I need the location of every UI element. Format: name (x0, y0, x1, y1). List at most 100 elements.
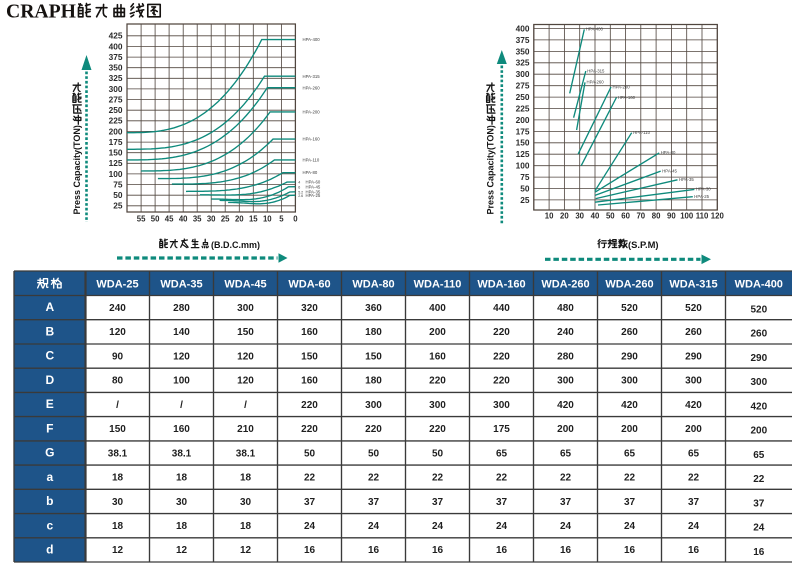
svg-text:HPA-260: HPA-260 (303, 85, 321, 90)
svg-text:400: 400 (516, 23, 530, 33)
svg-text:150: 150 (301, 351, 318, 362)
svg-text:5.2: 5.2 (298, 190, 303, 194)
svg-text:40: 40 (591, 212, 600, 221)
svg-text:100: 100 (516, 161, 530, 171)
svg-text:HPA-35: HPA-35 (306, 189, 321, 194)
svg-text:24: 24 (368, 521, 380, 532)
svg-text:18: 18 (240, 521, 252, 532)
svg-text:80: 80 (112, 376, 124, 387)
svg-text:50: 50 (368, 448, 380, 459)
svg-text:HPA-160: HPA-160 (618, 95, 636, 100)
svg-text:120: 120 (109, 327, 126, 338)
svg-text:38.1: 38.1 (236, 448, 256, 459)
svg-text:480: 480 (557, 303, 574, 314)
svg-text:375: 375 (516, 35, 530, 45)
svg-text:160: 160 (301, 376, 318, 387)
svg-text:420: 420 (621, 400, 638, 411)
svg-text:200: 200 (750, 426, 767, 437)
svg-text:16: 16 (432, 545, 444, 556)
svg-text:HPA-45: HPA-45 (306, 184, 321, 189)
svg-text:22: 22 (560, 473, 572, 484)
svg-text:360: 360 (365, 303, 382, 314)
svg-text:16: 16 (304, 545, 316, 556)
svg-text:65: 65 (753, 450, 765, 461)
svg-text:220: 220 (429, 376, 446, 387)
svg-text:220: 220 (493, 351, 510, 362)
svg-text:18: 18 (176, 473, 188, 484)
svg-text:16: 16 (368, 545, 380, 556)
svg-text:65: 65 (496, 448, 508, 459)
svg-text:40: 40 (179, 214, 188, 223)
svg-text:CRAPH: CRAPH (6, 1, 76, 23)
svg-text:HPA-25: HPA-25 (306, 193, 321, 198)
svg-text:HPA-260: HPA-260 (587, 80, 605, 85)
svg-text:150: 150 (365, 351, 382, 362)
svg-text:HPA-400: HPA-400 (303, 37, 321, 42)
svg-text:275: 275 (109, 95, 123, 105)
svg-text:520: 520 (750, 305, 767, 316)
svg-text:HPA-200: HPA-200 (613, 84, 631, 89)
svg-text:325: 325 (109, 73, 123, 83)
svg-text:125: 125 (516, 149, 530, 159)
svg-text:37: 37 (560, 497, 572, 508)
svg-text:/: / (180, 400, 183, 411)
svg-text:300: 300 (429, 400, 446, 411)
svg-text:400: 400 (429, 303, 446, 314)
svg-text:HPA-315: HPA-315 (303, 74, 321, 79)
svg-text:WDA-260: WDA-260 (605, 278, 653, 290)
svg-text:18: 18 (176, 521, 188, 532)
svg-text:260: 260 (750, 329, 767, 340)
svg-text:50: 50 (606, 212, 615, 221)
svg-text:200: 200 (685, 424, 702, 435)
svg-text:300: 300 (516, 69, 530, 79)
svg-text:90: 90 (112, 351, 124, 362)
svg-text:520: 520 (621, 303, 638, 314)
svg-text:160: 160 (173, 424, 190, 435)
svg-text:c: c (46, 518, 53, 532)
svg-text:200: 200 (109, 126, 123, 136)
svg-text:220: 220 (493, 376, 510, 387)
svg-text:24: 24 (624, 521, 636, 532)
svg-text:16: 16 (688, 545, 700, 556)
svg-text:200: 200 (621, 424, 638, 435)
svg-text:300: 300 (365, 400, 382, 411)
svg-text:210: 210 (237, 424, 254, 435)
svg-text:260: 260 (621, 327, 638, 338)
svg-text:30: 30 (176, 497, 188, 508)
svg-text:HPA-60: HPA-60 (306, 180, 321, 185)
svg-text:100: 100 (173, 376, 190, 387)
svg-text:50: 50 (151, 214, 160, 223)
svg-text:160: 160 (429, 351, 446, 362)
svg-text:250: 250 (109, 105, 123, 115)
svg-text:260: 260 (685, 327, 702, 338)
svg-text:24: 24 (560, 521, 572, 532)
svg-text:50: 50 (432, 448, 444, 459)
svg-text:100: 100 (109, 169, 123, 179)
svg-text:12: 12 (240, 545, 252, 556)
svg-text:HPA-200: HPA-200 (303, 110, 321, 115)
svg-text:280: 280 (557, 351, 574, 362)
svg-text:HPA-160: HPA-160 (303, 137, 321, 142)
svg-text:175: 175 (516, 126, 530, 136)
svg-text:120: 120 (711, 212, 725, 221)
svg-text:WDA-110: WDA-110 (414, 278, 462, 290)
svg-text:400: 400 (109, 41, 123, 51)
svg-text:WDA-35: WDA-35 (160, 278, 202, 290)
svg-text:6: 6 (298, 185, 300, 189)
svg-text:/: / (244, 400, 247, 411)
svg-text:22: 22 (753, 474, 765, 485)
svg-text:300: 300 (750, 377, 767, 388)
svg-text:120: 120 (237, 351, 254, 362)
svg-text:50: 50 (113, 190, 123, 200)
svg-text:65: 65 (624, 448, 636, 459)
svg-text:350: 350 (516, 46, 530, 56)
svg-text:D: D (45, 373, 54, 387)
svg-text:37: 37 (304, 497, 316, 508)
svg-text:300: 300 (621, 376, 638, 387)
svg-text:WDA-45: WDA-45 (224, 278, 266, 290)
svg-text:375: 375 (109, 52, 123, 62)
svg-text:G: G (45, 446, 54, 460)
svg-text:125: 125 (109, 158, 123, 168)
svg-text:16: 16 (624, 545, 636, 556)
svg-text:120: 120 (237, 376, 254, 387)
